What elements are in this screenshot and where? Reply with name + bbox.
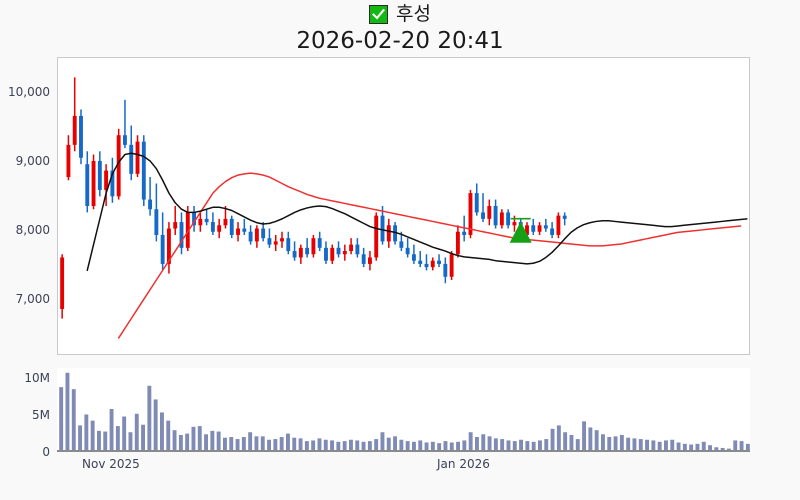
page-title: 후성 xyxy=(396,3,431,25)
volume-plot xyxy=(59,372,750,450)
x-tick-jan-2026: Jan 2026 xyxy=(437,457,490,471)
volume-tick-0: 0 xyxy=(42,445,50,459)
price-tick-10000: 10,000 xyxy=(8,85,50,99)
title-row: 후성 xyxy=(0,1,800,27)
price-tick-9000: 9,000 xyxy=(15,154,50,168)
price-tick-8000: 8,000 xyxy=(15,223,50,237)
chart-header: 후성 2026-02-20 20:41 xyxy=(0,0,800,57)
price-chart-panel[interactable] xyxy=(57,57,750,355)
timestamp-label: 2026-02-20 20:41 xyxy=(296,28,504,54)
price-plot xyxy=(60,77,748,339)
x-tick-nov-2025: Nov 2025 xyxy=(82,457,140,471)
volume-tick-5m: 5M xyxy=(32,408,50,422)
price-tick-7000: 7,000 xyxy=(15,292,50,306)
check-icon[interactable] xyxy=(369,4,389,24)
volume-tick-10m: 10M xyxy=(24,371,50,385)
volume-chart-panel[interactable] xyxy=(57,368,750,452)
